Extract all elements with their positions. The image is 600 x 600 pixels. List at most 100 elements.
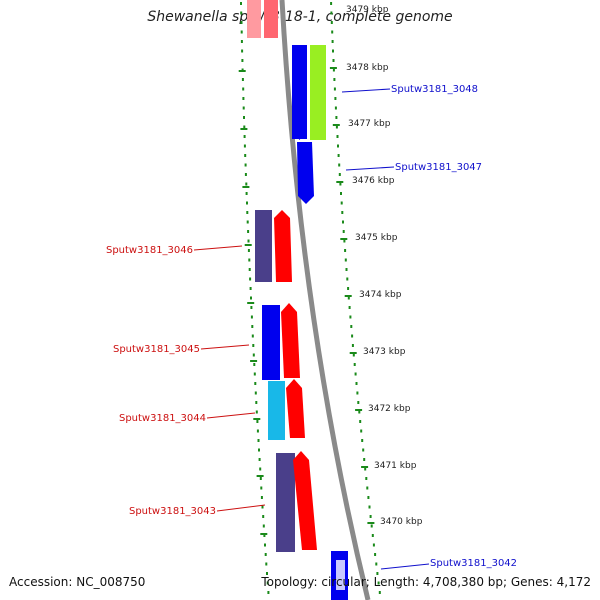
scale-tick-mark: [356, 391, 359, 395]
genome-backbone: [279, 0, 371, 600]
scale-tick-mark: [246, 220, 249, 224]
scale-tick-mark: [331, 30, 334, 34]
map-title: Shewanella sp. W3-18-1, complete genome: [147, 9, 453, 25]
scale-tick-mark: [241, 59, 244, 62]
scale-tick-mark: [350, 325, 353, 328]
scale-tick-mark: [245, 192, 248, 195]
scale-tick-mark: [243, 125, 246, 129]
outer-tick-ring: [238, 2, 270, 594]
scale-major-tick: [336, 181, 344, 183]
gene-feature-3048: [292, 45, 307, 139]
scale-tick-mark: [253, 363, 256, 366]
label-leader: [216, 504, 266, 512]
scale-tick-mark: [255, 401, 258, 404]
scale-tick-mark: [364, 467, 367, 471]
label-leader: [345, 166, 395, 171]
scale-tick-mark: [340, 201, 343, 205]
scale-tick-label: 3473 kbp: [363, 347, 406, 357]
gene-feature-3045: [281, 303, 300, 378]
scale-tick-mark: [266, 581, 269, 585]
scale-major-tick: [361, 466, 369, 468]
scale-tick-mark: [258, 448, 260, 452]
scale-tick-mark: [333, 87, 336, 91]
scale-tick-mark: [262, 515, 265, 518]
scale-major-tick: [242, 186, 250, 188]
label-leader: [200, 344, 250, 350]
scale-tick-mark: [348, 306, 351, 309]
scale-tick-mark: [374, 553, 377, 556]
scale-tick-mark: [265, 562, 268, 566]
scale-tick-mark: [250, 306, 253, 309]
scale-tick-mark: [331, 40, 334, 43]
cog-feature-3043: [276, 453, 295, 552]
label-leader: [193, 245, 243, 251]
scale-major-tick: [240, 128, 248, 130]
scale-tick-mark: [266, 572, 268, 575]
scale-tick-mark: [352, 353, 355, 357]
scale-tick-mark: [247, 230, 250, 233]
scale-tick-mark: [241, 49, 244, 53]
scale-tick-mark: [359, 420, 362, 423]
scale-tick-mark: [344, 249, 347, 252]
scale-tick-mark: [332, 68, 335, 72]
scale-tick-mark: [248, 268, 251, 271]
scale-tick-mark: [342, 230, 345, 233]
scale-tick-label: 3479 kbp: [346, 5, 389, 15]
scale-tick-mark: [347, 296, 350, 300]
scale-tick-mark: [254, 382, 257, 385]
scale-tick-mark: [253, 372, 256, 376]
scale-tick-mark: [336, 135, 339, 138]
scale-tick-label: 3475 kbp: [355, 233, 398, 243]
scale-major-tick: [340, 238, 348, 240]
scale-tick-label: 3476 kbp: [352, 176, 395, 186]
cog-feature-3048: [310, 45, 326, 140]
scale-tick-mark: [349, 315, 352, 319]
scale-tick-mark: [258, 458, 261, 461]
gene-label-3045: Sputw3181_3045: [113, 344, 200, 355]
scale-tick-mark: [368, 505, 371, 509]
scale-tick-mark: [360, 429, 363, 433]
scale-tick-mark: [249, 287, 252, 290]
scale-tick-label: 3471 kbp: [374, 461, 417, 471]
scale-tick-label: 3477 kbp: [348, 119, 391, 129]
gene-feature: [264, 0, 278, 38]
scale-tick-mark: [251, 325, 254, 328]
cog-feature-3045: [262, 305, 280, 380]
scale-tick-mark: [332, 59, 335, 62]
scale-tick-mark: [351, 334, 354, 338]
scale-tick-mark: [259, 477, 262, 480]
scale-tick-mark: [262, 524, 265, 528]
scale-tick-mark: [247, 249, 250, 252]
scale-tick-mark: [340, 192, 342, 195]
scale-tick-mark: [257, 439, 260, 442]
scale-tick-mark: [354, 372, 357, 376]
scale-tick-mark: [260, 496, 263, 499]
scale-tick-mark: [250, 315, 253, 319]
scale-tick-mark: [251, 334, 254, 338]
scale-tick-label: 3474 kbp: [359, 290, 402, 300]
scale-tick-mark: [246, 201, 248, 205]
gene-label-3043: Sputw3181_3043: [129, 506, 216, 517]
scale-tick-mark: [330, 2, 333, 5]
scale-tick-mark: [343, 239, 346, 243]
scale-tick-mark: [240, 11, 243, 15]
scale-tick-mark: [242, 87, 245, 91]
scale-tick-mark: [332, 49, 334, 53]
scale-tick-label: 3478 kbp: [346, 63, 389, 73]
scale-tick-mark: [240, 2, 242, 5]
scale-tick-mark: [252, 353, 255, 357]
scale-tick-mark: [244, 154, 247, 157]
scale-tick-mark: [351, 344, 354, 347]
scale-tick-mark: [335, 125, 338, 129]
gene-feature-3047: [297, 142, 314, 204]
scale-tick-mark: [376, 572, 379, 575]
scale-tick-mark: [377, 581, 380, 585]
scale-major-tick: [238, 70, 246, 72]
scale-tick-mark: [264, 553, 267, 556]
scale-tick-mark: [243, 116, 245, 119]
scale-tick-mark: [363, 458, 366, 461]
scale-tick-mark: [353, 363, 356, 366]
scale-tick-mark: [264, 543, 266, 547]
scale-major-tick: [250, 360, 258, 362]
genome-summary-text: Topology: circular; Length: 4,708,380 bp…: [261, 575, 591, 589]
